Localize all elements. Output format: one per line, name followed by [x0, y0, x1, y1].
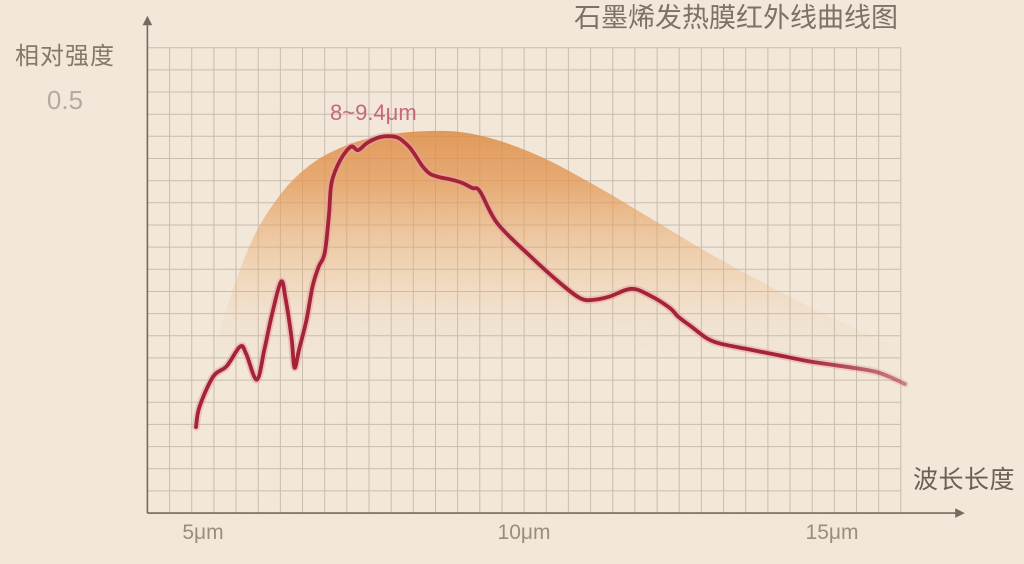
svg-text:0.5: 0.5 — [47, 85, 83, 115]
svg-text:相对强度: 相对强度 — [15, 43, 115, 70]
svg-text:波长长度: 波长长度 — [913, 466, 1015, 494]
svg-text:10μm: 10μm — [498, 521, 551, 544]
svg-text:15μm: 15μm — [806, 521, 859, 544]
svg-text:8~9.4μm: 8~9.4μm — [330, 100, 417, 125]
svg-text:石墨烯发热膜红外线曲线图: 石墨烯发热膜红外线曲线图 — [574, 3, 898, 33]
svg-text:5μm: 5μm — [182, 521, 223, 544]
